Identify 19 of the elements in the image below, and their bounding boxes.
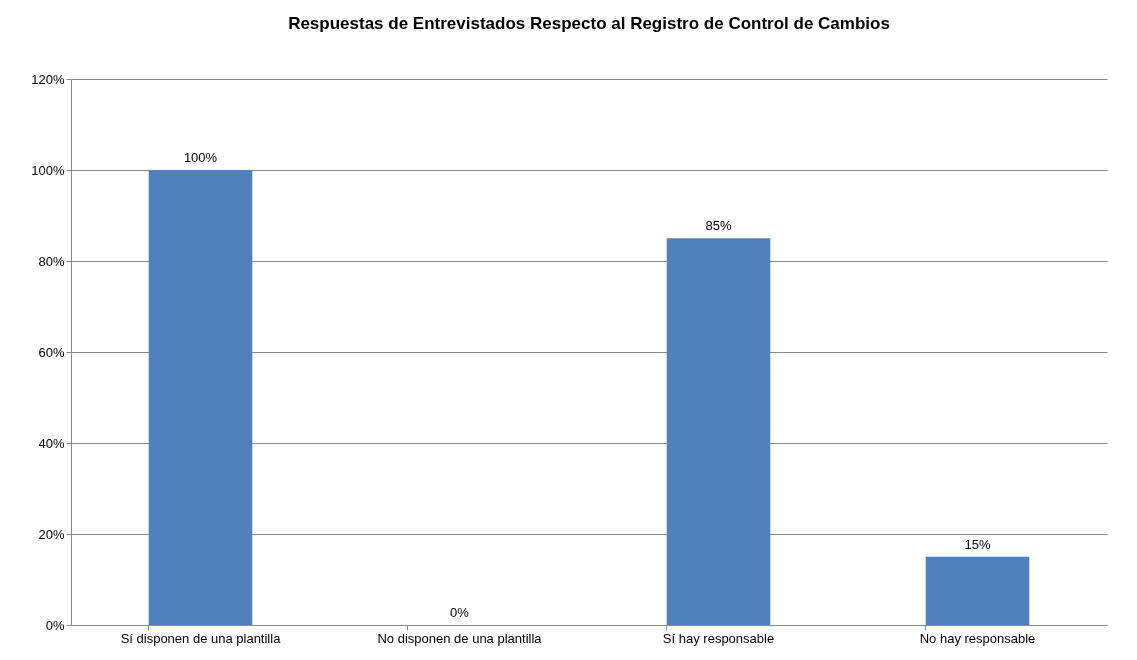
y-tick-label: 0%: [45, 617, 65, 633]
x-tick-label: Sí disponen de una plantilla: [120, 630, 282, 646]
y-tick-label: 60%: [38, 344, 65, 360]
data-label: 100%: [183, 150, 218, 165]
bar: [925, 556, 1030, 625]
bar: [148, 170, 253, 625]
y-tick-label: 120%: [31, 71, 65, 87]
y-tick-label: 100%: [31, 162, 65, 178]
data-label: 0%: [450, 605, 470, 620]
x-tick-label: No hay responsable: [919, 630, 1036, 646]
bar: [666, 238, 771, 625]
chart-title: Respuestas de Entrevistados Respecto al Registro de Control de Cambios: [288, 14, 890, 33]
x-tick-label: No disponen de una plantilla: [377, 630, 543, 646]
y-tick-label: 20%: [38, 526, 65, 542]
y-tick-label: 40%: [38, 435, 65, 451]
data-label: 85%: [705, 218, 732, 234]
data-label: 15%: [964, 536, 991, 552]
x-tick-label: Sí hay responsable: [662, 630, 775, 646]
y-tick-label: 80%: [38, 253, 65, 269]
